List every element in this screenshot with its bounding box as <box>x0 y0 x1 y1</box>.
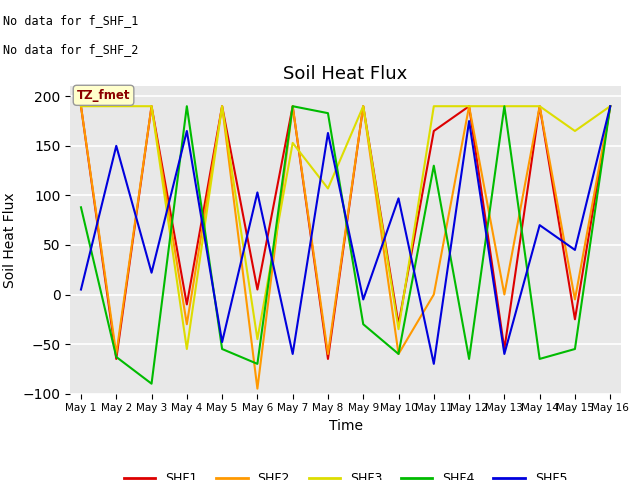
SHF3 <box>218 103 226 109</box>
SHF2 <box>218 103 226 109</box>
SHF5 <box>148 270 156 276</box>
SHF4 <box>253 361 261 367</box>
SHF4 <box>500 103 508 109</box>
SHF1 <box>571 316 579 322</box>
SHF5 <box>77 287 85 292</box>
SHF5 <box>430 361 438 367</box>
SHF3 <box>77 103 85 109</box>
SHF5 <box>183 128 191 134</box>
SHF2 <box>360 103 367 109</box>
SHF4 <box>606 103 614 109</box>
SHF3 <box>289 140 296 146</box>
SHF3 <box>113 103 120 109</box>
SHF2 <box>289 103 296 109</box>
Line: SHF4: SHF4 <box>81 106 610 384</box>
SHF1 <box>77 103 85 109</box>
SHF2 <box>465 103 473 109</box>
SHF3 <box>465 103 473 109</box>
SHF5 <box>395 195 403 201</box>
SHF3 <box>430 103 438 109</box>
SHF2 <box>183 321 191 327</box>
SHF1 <box>113 356 120 362</box>
SHF5 <box>113 143 120 149</box>
SHF1 <box>500 346 508 352</box>
Line: SHF3: SHF3 <box>81 106 610 349</box>
SHF1 <box>606 103 614 109</box>
Line: SHF2: SHF2 <box>81 106 610 389</box>
SHF4 <box>571 346 579 352</box>
Y-axis label: Soil Heat Flux: Soil Heat Flux <box>3 192 17 288</box>
SHF5 <box>500 351 508 357</box>
SHF5 <box>360 297 367 302</box>
SHF3 <box>606 103 614 109</box>
SHF4 <box>324 110 332 116</box>
Legend: SHF1, SHF2, SHF3, SHF4, SHF5: SHF1, SHF2, SHF3, SHF4, SHF5 <box>119 468 572 480</box>
SHF4 <box>395 351 403 357</box>
SHF5 <box>324 130 332 136</box>
SHF4 <box>360 321 367 327</box>
SHF2 <box>77 103 85 109</box>
SHF1 <box>289 103 296 109</box>
SHF2 <box>253 386 261 392</box>
SHF3 <box>148 103 156 109</box>
SHF4 <box>77 204 85 210</box>
SHF2 <box>113 351 120 357</box>
SHF5 <box>536 222 543 228</box>
SHF5 <box>253 190 261 195</box>
SHF4 <box>536 356 543 362</box>
SHF2 <box>395 351 403 357</box>
SHF1 <box>360 103 367 109</box>
SHF3 <box>183 346 191 352</box>
SHF4 <box>113 354 120 360</box>
SHF5 <box>606 103 614 109</box>
SHF4 <box>218 346 226 352</box>
SHF2 <box>148 103 156 109</box>
Title: Soil Heat Flux: Soil Heat Flux <box>284 65 408 84</box>
SHF1 <box>536 103 543 109</box>
SHF3 <box>360 103 367 109</box>
Text: No data for f_SHF_1: No data for f_SHF_1 <box>3 14 139 27</box>
SHF3 <box>253 336 261 342</box>
SHF2 <box>606 103 614 109</box>
SHF1 <box>148 103 156 109</box>
SHF2 <box>500 292 508 298</box>
SHF3 <box>324 186 332 192</box>
SHF4 <box>289 103 296 109</box>
Line: SHF5: SHF5 <box>81 106 610 364</box>
SHF2 <box>430 292 438 298</box>
SHF5 <box>571 247 579 253</box>
SHF1 <box>253 287 261 292</box>
SHF3 <box>500 103 508 109</box>
SHF1 <box>465 103 473 109</box>
Line: SHF1: SHF1 <box>81 106 610 359</box>
SHF5 <box>465 118 473 124</box>
SHF4 <box>465 356 473 362</box>
SHF5 <box>218 339 226 345</box>
SHF3 <box>536 103 543 109</box>
Text: No data for f_SHF_2: No data for f_SHF_2 <box>3 43 139 56</box>
SHF1 <box>324 356 332 362</box>
SHF1 <box>395 321 403 327</box>
X-axis label: Time: Time <box>328 419 363 433</box>
SHF3 <box>395 326 403 332</box>
Text: TZ_fmet: TZ_fmet <box>77 89 131 102</box>
SHF1 <box>218 103 226 109</box>
SHF1 <box>183 301 191 307</box>
SHF1 <box>430 128 438 134</box>
SHF4 <box>148 381 156 386</box>
SHF4 <box>430 163 438 168</box>
SHF2 <box>536 103 543 109</box>
SHF3 <box>571 128 579 134</box>
SHF2 <box>324 351 332 357</box>
SHF5 <box>289 351 296 357</box>
SHF2 <box>571 297 579 302</box>
SHF4 <box>183 103 191 109</box>
